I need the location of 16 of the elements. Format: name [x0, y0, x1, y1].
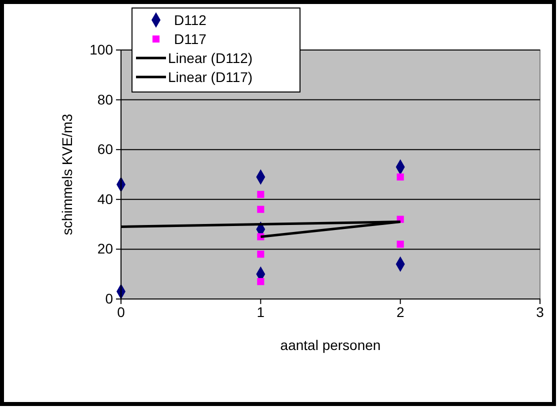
legend-label: D117	[174, 31, 207, 47]
legend-label: Linear (D117)	[168, 69, 253, 85]
x-tick-label: 3	[536, 304, 544, 320]
x-tick-label: 1	[256, 304, 265, 320]
y-tick-label: 20	[97, 240, 114, 257]
y-tick-label: 60	[97, 141, 114, 158]
legend-label: Linear (D112)	[168, 50, 253, 66]
y-tick-label: 100	[90, 41, 114, 58]
x-axis-title: aantal personen	[280, 337, 381, 353]
y-axis-title: schimmels KVE/m3	[59, 114, 75, 236]
legend-label: D112	[174, 12, 207, 28]
y-tick-label: 40	[97, 190, 114, 207]
x-tick-label: 2	[396, 304, 404, 320]
x-tick-label: 0	[117, 304, 126, 320]
y-tick-label: 0	[105, 290, 114, 306]
y-tick-label: 80	[97, 91, 114, 108]
